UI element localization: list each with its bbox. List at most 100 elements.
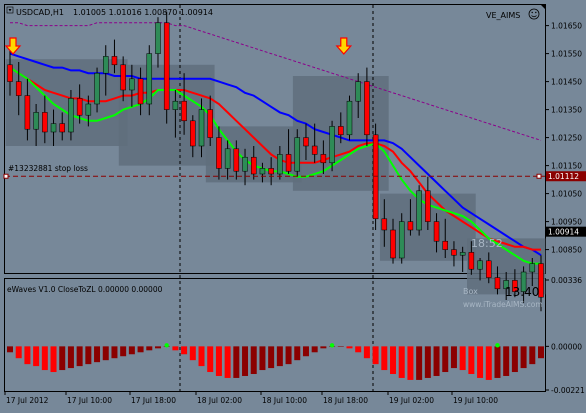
indicator-axis: 0.00336 0.00000 -0.00221 [545, 276, 585, 395]
candle [198, 98, 205, 158]
candle [407, 199, 414, 236]
histogram-bar [459, 346, 466, 371]
histogram-bar [181, 346, 188, 355]
histogram [7, 343, 544, 380]
candle-body [68, 98, 74, 133]
candle-body [494, 277, 501, 290]
time-tick-label: 18 Jul 10:00 [262, 396, 307, 405]
candle-body [242, 156, 248, 172]
stop-loss-handle-left[interactable] [3, 173, 9, 179]
histogram-bar [137, 346, 144, 353]
zero-cross-marker [495, 343, 500, 348]
candle-body [529, 263, 536, 273]
histogram-bar [215, 346, 222, 376]
supply-demand-zone [5, 59, 128, 147]
histogram-bar [503, 346, 510, 376]
shift-marker-icon[interactable] [540, 4, 545, 9]
line-price-badge: 1.01112 [546, 171, 586, 182]
stop-loss-handle-right[interactable] [536, 173, 542, 179]
candle-body [120, 64, 126, 91]
histogram-bar [120, 346, 127, 357]
candle [538, 255, 544, 312]
histogram-bar [76, 346, 83, 367]
candle-body [233, 148, 240, 172]
histogram-bar [94, 346, 101, 363]
histogram-bar [172, 346, 179, 351]
candle [390, 218, 396, 264]
candle-body [390, 229, 396, 259]
candle [7, 45, 13, 96]
histogram-bar [320, 346, 327, 349]
candle [163, 11, 170, 124]
candle [442, 218, 448, 258]
histogram-bar [337, 346, 344, 347]
candle [520, 266, 527, 303]
candle-body [207, 109, 213, 138]
candle-body [42, 112, 48, 133]
histogram-bar [224, 346, 231, 378]
candle [329, 120, 335, 172]
candle [190, 115, 196, 158]
candle [216, 126, 222, 180]
candle-body [190, 120, 196, 147]
price-window-frame [4, 4, 546, 274]
histogram-bar [233, 346, 240, 378]
candle [129, 64, 135, 107]
candle [512, 269, 518, 298]
candle [146, 45, 153, 116]
candle [207, 95, 213, 146]
candle [172, 90, 179, 138]
histogram-bar [102, 346, 109, 361]
candle [503, 272, 509, 300]
candle-body [538, 263, 544, 298]
candle-body [85, 103, 92, 116]
candle [59, 112, 65, 141]
down-arrow-icon [4, 37, 22, 55]
candle [76, 84, 83, 124]
price-tick-label: 1.01250 [551, 134, 582, 143]
candle-body [33, 112, 39, 130]
histogram-bar [59, 346, 66, 371]
histogram-bar [520, 346, 527, 369]
histogram-bar [363, 346, 370, 359]
histogram-bar [276, 346, 283, 367]
time-tick-label: 18 Jul 18:00 [323, 396, 368, 405]
candle-body [59, 123, 65, 133]
indicator-name: VE_AIMS [486, 11, 520, 20]
candle [311, 123, 318, 163]
histogram-bar [33, 346, 40, 367]
histogram-bar [128, 346, 135, 355]
candle-body [486, 260, 492, 278]
indicator-tick-label: 0.00000 [551, 342, 582, 351]
bar-timer: 18:52 [471, 237, 503, 250]
candle-body [7, 64, 13, 82]
price-tick-label: 1.01150 [551, 162, 582, 171]
candle-body [224, 148, 231, 169]
candle-body [172, 100, 179, 110]
ma-green-line [9, 66, 541, 265]
candle-body [303, 137, 309, 147]
candle [155, 17, 161, 68]
candle-body [355, 81, 361, 102]
candle [85, 95, 92, 127]
histogram-bar [511, 346, 518, 373]
candle-body [94, 72, 100, 105]
time-tick-label: 19 Jul 02:00 [389, 396, 434, 405]
candle-body [520, 271, 527, 292]
histogram-bar [311, 346, 318, 353]
down-arrow-icon [335, 37, 353, 55]
histogram-bar [85, 346, 92, 365]
candle-body [459, 252, 466, 256]
histogram-bar [198, 346, 205, 367]
candle-body [381, 218, 388, 231]
candle [24, 78, 31, 141]
candle-body [15, 81, 22, 96]
current-price-value: 1.00914 [548, 228, 579, 237]
indicator-window-frame [4, 278, 546, 392]
histogram-bar [381, 346, 388, 371]
histogram-bar [407, 346, 414, 380]
histogram-bar [294, 346, 301, 361]
candle [285, 129, 292, 174]
